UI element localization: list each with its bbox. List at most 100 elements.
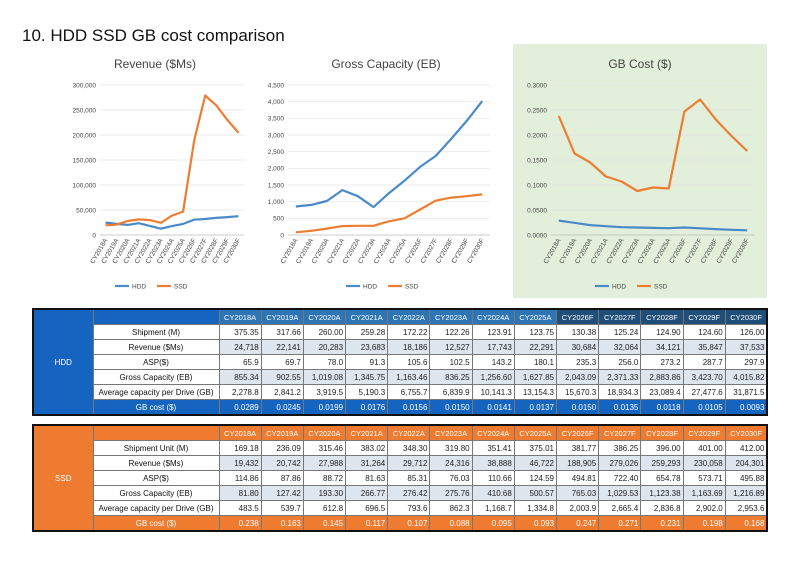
year-header: CY2028F	[640, 424, 684, 441]
gb-cost-cell: 0.0105	[682, 399, 726, 416]
gb-cost-cell: 0.247	[555, 515, 600, 532]
legend-label-hdd: HDD	[132, 283, 146, 290]
gb-cost-cell: 0.0245	[260, 399, 304, 416]
chart-background	[513, 44, 767, 298]
table-cell: 696.5	[345, 500, 389, 516]
table-cell: 24,718	[218, 339, 262, 355]
table-cell: 902.55	[260, 369, 304, 385]
table-row: ASP($) 65.9 69.7 78.0 91.3 105.6 102.5 143.2 180…	[33, 354, 768, 370]
table-cell: 2,883.86	[640, 369, 684, 385]
year-header: CY2019A	[260, 308, 304, 325]
table-cell: 315.46	[302, 440, 347, 456]
gb-cost-cell: 0.0137	[513, 399, 558, 416]
table-cell: 259.28	[345, 324, 389, 340]
gb-cost-cell: 0.168	[724, 515, 768, 532]
y-tick-label: 0.2000	[527, 132, 547, 139]
table-cell: 22,291	[513, 339, 558, 355]
table-cell: 573.71	[682, 470, 726, 486]
table-cell: 123.75	[513, 324, 558, 340]
table-cell: 375.01	[513, 440, 558, 456]
table-row: Shipment (M) 375.35 317.66 260.00 259.28 172.…	[33, 324, 768, 340]
gb-cost-cell: 0.0150	[429, 399, 473, 416]
year-header: CY2022A	[387, 424, 431, 441]
table-cell: 381.77	[555, 440, 600, 456]
series-line-hdd	[295, 100, 484, 209]
table-cell: 539.7	[260, 500, 304, 516]
table-cell: 31,871.5	[724, 384, 768, 400]
year-header: CY2030F	[724, 308, 768, 325]
table-cell: 30,684	[555, 339, 600, 355]
revenue-chart: Revenue ($Ms) 0 50,000 100,000 150,000 200,00…	[60, 50, 250, 298]
row-label: ASP($)	[92, 470, 220, 486]
table-cell: 124.60	[682, 324, 726, 340]
gb-cost-cell: 0.271	[598, 515, 642, 532]
legend-label-ssd: SSD	[174, 283, 188, 290]
table-cell: 81.63	[345, 470, 389, 486]
row-label: Gross Capacity (EB)	[92, 485, 220, 501]
legend-label-ssd: SSD	[654, 283, 668, 290]
table-cell: 22,141	[260, 339, 304, 355]
gb-cost-cell: 0.145	[302, 515, 347, 532]
table-cell: 273.2	[640, 354, 684, 370]
table-cell: 188,905	[555, 455, 600, 471]
table-cell: 124.90	[640, 324, 684, 340]
gb-cost-cell: 0.107	[387, 515, 431, 532]
table-cell: 15,670.3	[555, 384, 600, 400]
table-cell: 386.25	[598, 440, 642, 456]
table-cell: 6,839.9	[429, 384, 473, 400]
table-cell: 65.9	[218, 354, 262, 370]
ssd-table: SSD CY2018A CY2019A CY2020A CY2021A CY2022A CY…	[32, 424, 769, 532]
gb-cost-cell: 0.088	[429, 515, 473, 532]
legend-label-ssd: SSD	[405, 283, 419, 290]
gb-cost-cell: 0.163	[260, 515, 304, 532]
table-cell: 37,533	[724, 339, 768, 355]
table-cell: 275.76	[429, 485, 473, 501]
table-cell: 1,627.85	[513, 369, 558, 385]
y-tick-label: 0.1500	[527, 157, 547, 164]
table-cell: 27,988	[302, 455, 347, 471]
year-header: CY2029F	[682, 308, 726, 325]
table-cell: 110.66	[471, 470, 515, 486]
chart-title: Gross Capacity (EB)	[331, 57, 440, 71]
table-cell: 2,841.2	[260, 384, 304, 400]
series-line-ssd	[105, 94, 240, 227]
table-cell: 29,712	[387, 455, 431, 471]
table-cell: 19,432	[218, 455, 262, 471]
table-cell: 256.0	[598, 354, 642, 370]
table-cell: 2,003.9	[555, 500, 600, 516]
table-cell: 34,121	[640, 339, 684, 355]
table-cell: 266.77	[345, 485, 389, 501]
y-tick-label: 0.0000	[527, 232, 547, 239]
gb-cost-label: GB cost ($)	[92, 399, 220, 416]
table-cell: 1,256.60	[471, 369, 515, 385]
table-row: Gross Capacity (EB) 855.34 902.55 1,019.08 1…	[33, 369, 768, 385]
gb-cost-cell: 0.231	[640, 515, 684, 532]
table-cell: 2,278.8	[218, 384, 262, 400]
table-cell: 10,141.3	[471, 384, 515, 400]
table-cell: 105.6	[387, 354, 431, 370]
table-cell: 410.68	[471, 485, 515, 501]
year-header: CY2027F	[598, 424, 642, 441]
year-header: CY2024A	[471, 424, 515, 441]
table-cell: 259,293	[640, 455, 684, 471]
gb-cost-cell: 0.0176	[345, 399, 389, 416]
y-tick-label: 500	[273, 216, 284, 223]
y-tick-label: 50,000	[76, 207, 96, 214]
table-cell: 1,345.75	[345, 369, 389, 385]
table-cell: 18,934.3	[598, 384, 642, 400]
table-row: Gross Capacity (EB) 81.80 127.42 193.30 266.…	[33, 485, 768, 501]
y-tick-label: 4,500	[268, 82, 285, 89]
y-tick-label: 150,000	[73, 157, 97, 164]
table-cell: 319.80	[429, 440, 473, 456]
year-header: CY2022A	[387, 308, 431, 325]
table-cell: 32,064	[598, 339, 642, 355]
table-cell: 6,755.7	[387, 384, 431, 400]
table-cell: 143.2	[471, 354, 515, 370]
y-tick-label: 0.3000	[527, 82, 547, 89]
table-cell: 3,919.5	[302, 384, 347, 400]
year-header: CY2026F	[555, 424, 600, 441]
table-cell: 20,742	[260, 455, 304, 471]
revenue-chart-svg: Revenue ($Ms) 0 50,000 100,000 150,000 200,00…	[73, 57, 244, 290]
table-row: Revenue ($Ms) 19,432 20,742 27,988 31,264 29,…	[33, 455, 768, 471]
table-cell: 1,216.89	[724, 485, 768, 501]
